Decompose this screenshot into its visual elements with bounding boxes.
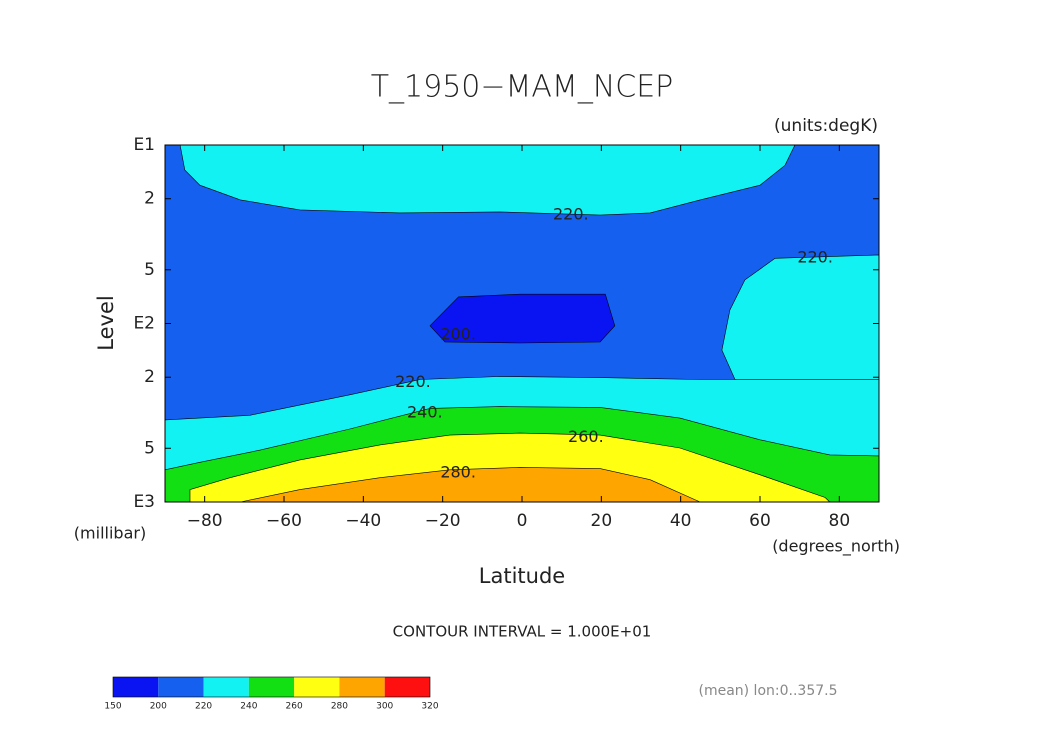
contour-region	[429, 293, 616, 344]
y-tick-label: E1	[133, 135, 155, 155]
contour-region	[179, 144, 796, 216]
x-tick-label: −60	[266, 511, 302, 531]
y-tick-label: E2	[133, 314, 155, 334]
colorbar-label: 240	[240, 702, 257, 712]
colorbar-label: 200	[150, 702, 167, 712]
colorbar-label: 220	[195, 702, 212, 712]
colorbar-label: 320	[421, 702, 438, 712]
chart-title: T_1950−MAM_NCEP	[371, 70, 674, 105]
x-tick-label: −40	[345, 511, 381, 531]
colorbar-swatch	[158, 677, 204, 697]
colorbar-swatch	[248, 677, 295, 697]
y-tick-label: 5	[144, 260, 155, 280]
contour-label: 220.	[395, 372, 431, 391]
colorbar-label: 150	[104, 702, 121, 712]
contour-label: 260.	[568, 427, 604, 446]
colorbar-swatch	[294, 677, 340, 697]
contour-label: 280.	[440, 462, 476, 481]
x-tick-label: 40	[670, 511, 692, 531]
y-tick-label: 5	[144, 438, 155, 458]
x-tick-label: 0	[517, 511, 528, 531]
y-tick-label: 2	[144, 189, 155, 209]
colorbar-swatch	[384, 677, 430, 697]
colorbar-label: 280	[331, 702, 348, 712]
x-tick-label: 60	[749, 511, 771, 531]
colorbar-label: 260	[286, 702, 303, 712]
contour-label: 200.	[440, 325, 476, 344]
units-label: (units:degK)	[774, 116, 878, 136]
colorbar-swatch	[113, 677, 159, 697]
colorbar-frame	[112, 676, 431, 698]
x-axis-label: Latitude	[479, 564, 565, 588]
y-axis-label: Level	[94, 295, 118, 350]
contour-region	[240, 467, 701, 503]
colorbar-swatch	[339, 677, 385, 697]
contour-label: 220.	[553, 205, 589, 224]
footer-note: (mean) lon:0..357.5	[698, 683, 837, 699]
interval-note: CONTOUR INTERVAL = 1.000E+01	[393, 623, 652, 641]
contour-label: 240.	[407, 402, 443, 421]
x-tick-label: 20	[591, 511, 613, 531]
x-tick-label: 80	[829, 511, 851, 531]
x-tick-label: −80	[187, 511, 223, 531]
y-tick-label: 2	[144, 367, 155, 387]
y-tick-label: E3	[133, 492, 155, 512]
x-units-label: (degrees_north)	[772, 537, 900, 557]
contour-label: 220.	[797, 248, 833, 267]
colorbar-label: 300	[376, 702, 393, 712]
x-tick-label: −20	[425, 511, 461, 531]
y-units-label: (millibar)	[74, 524, 146, 543]
colorbar-swatch	[203, 677, 249, 697]
